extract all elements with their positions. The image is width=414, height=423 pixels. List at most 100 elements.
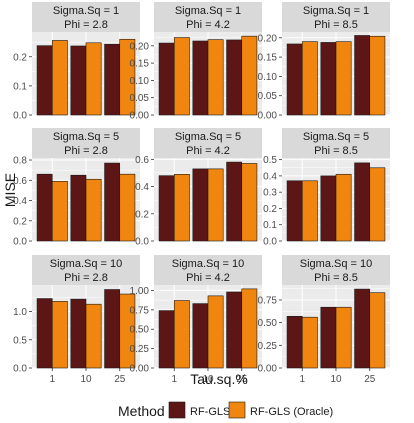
x-tick-label: 1	[299, 374, 305, 385]
bar	[36, 173, 53, 242]
facet-strip-label: Sigma.Sq = 10	[50, 258, 122, 270]
bar	[51, 40, 68, 116]
facet-strip	[282, 255, 390, 285]
x-axis-title: Tau.sq.%	[190, 371, 248, 387]
bar	[207, 295, 224, 369]
x-tick-label: 25	[114, 374, 126, 385]
bar	[51, 180, 68, 242]
facet-strip-label: Phi = 4.2	[186, 272, 230, 284]
y-tick-label: 0.75	[130, 305, 150, 316]
facet-strip-label: Sigma.Sq = 1	[303, 5, 369, 17]
bar	[301, 316, 318, 369]
bar	[335, 173, 352, 242]
bar	[226, 291, 243, 369]
y-tick-label: 0.4	[13, 196, 27, 207]
y-tick-label: 0.0	[13, 111, 27, 122]
bar	[119, 38, 136, 116]
legend-label-rf-gls-oracle: RF-GLS (Oracle)	[250, 406, 333, 418]
y-tick-label: 0.4	[263, 171, 277, 182]
bar	[335, 41, 352, 116]
bar	[119, 293, 136, 369]
facet-strip	[154, 255, 262, 285]
bar	[119, 173, 136, 242]
facet-strip-label: Sigma.Sq = 10	[300, 258, 372, 270]
bar	[369, 292, 386, 369]
facet-strip-label: Phi = 2.8	[64, 145, 108, 157]
x-tick-label: 25	[236, 374, 248, 385]
bar	[70, 174, 87, 242]
y-tick-label: 0.0	[13, 237, 27, 248]
legend-label-rf-gls: RF-GLS	[190, 406, 230, 418]
facet-strip	[32, 255, 140, 285]
bar	[85, 303, 102, 369]
y-tick-label: 0.5	[13, 335, 27, 346]
bar	[354, 288, 371, 369]
bar	[51, 301, 68, 369]
facet-strip-label: Sigma.Sq = 5	[53, 131, 119, 143]
bar	[173, 174, 190, 242]
facet-panel: Sigma.Sq = 5 Phi = 4.2 0.0 0.2 0.4 0.6	[135, 128, 262, 248]
facet-panel: Sigma.Sq = 10 Phi = 8.5 0.00 0.25 0.50 0.75 1 1…	[258, 255, 390, 385]
bar	[320, 42, 337, 116]
facet-strip-label: Sigma.Sq = 5	[175, 131, 241, 143]
x-tick-label: 1	[49, 374, 55, 385]
bar	[173, 300, 190, 369]
bar	[301, 180, 318, 242]
bar	[36, 298, 53, 369]
bar	[320, 175, 337, 242]
y-tick-label: 0.4	[135, 182, 149, 193]
y-tick-label: 0.10	[130, 76, 150, 87]
bar	[207, 39, 224, 116]
facet-panel: Sigma.Sq = 5 Phi = 8.5 0.0 0.1 0.2 0.3 0.4 0.5	[263, 128, 390, 248]
facet-strip-label: Phi = 4.2	[186, 145, 230, 157]
facet-strip-label: Phi = 2.8	[64, 19, 108, 31]
y-tick-label: 0.5	[263, 155, 277, 166]
y-tick-label: 0.1	[13, 81, 27, 92]
bar	[104, 162, 121, 242]
facet-strip-label: Phi = 8.5	[314, 19, 358, 31]
facet-strip	[282, 2, 390, 32]
y-tick-label: 0.15	[258, 53, 278, 64]
x-tick-label: 25	[364, 374, 376, 385]
bar	[173, 37, 190, 116]
bar	[320, 306, 337, 369]
bar	[192, 303, 209, 369]
facet-strip-label: Phi = 2.8	[64, 272, 108, 284]
bar	[36, 45, 53, 116]
y-tick-label: 0.0	[263, 237, 277, 248]
legend-title: Method	[118, 403, 165, 419]
y-tick-label: 0.20	[258, 33, 278, 44]
bar	[241, 163, 258, 242]
facet-panel: Sigma.Sq = 10 Phi = 4.2 0.00 0.25 0.50 0.75 1.…	[130, 255, 262, 385]
bar	[104, 289, 121, 369]
bar	[369, 35, 386, 116]
y-tick-label: 0.50	[258, 318, 278, 329]
y-tick-label: 0.20	[130, 41, 150, 52]
y-tick-label: 0.2	[263, 204, 277, 215]
bar	[286, 43, 303, 116]
facet-strip-label: Sigma.Sq = 5	[303, 131, 369, 143]
bar	[335, 306, 352, 369]
bar	[301, 41, 318, 116]
y-tick-label: 0.0	[13, 364, 27, 375]
y-tick-label: 0.25	[130, 344, 150, 355]
facet-panel: Sigma.Sq = 10 Phi = 2.8 0.0 0.5 1.0 1 10 25	[13, 255, 140, 385]
y-axis-title: MISE	[2, 173, 18, 207]
bar	[226, 39, 243, 116]
x-tick-label: 10	[80, 374, 92, 385]
y-tick-label: 0.15	[130, 59, 150, 70]
y-tick-label: 0.6	[135, 155, 149, 166]
bar	[192, 40, 209, 116]
legend-key-rf-gls	[168, 401, 186, 419]
bar	[286, 180, 303, 242]
facet-strip	[154, 2, 262, 32]
y-tick-label: 0.00	[258, 111, 278, 122]
bar	[286, 315, 303, 369]
bar	[85, 42, 102, 116]
bar	[207, 168, 224, 242]
y-tick-label: 0.00	[258, 364, 278, 375]
y-tick-label: 0.2	[13, 52, 27, 63]
bar	[241, 35, 258, 116]
x-tick-label: 1	[171, 374, 177, 385]
